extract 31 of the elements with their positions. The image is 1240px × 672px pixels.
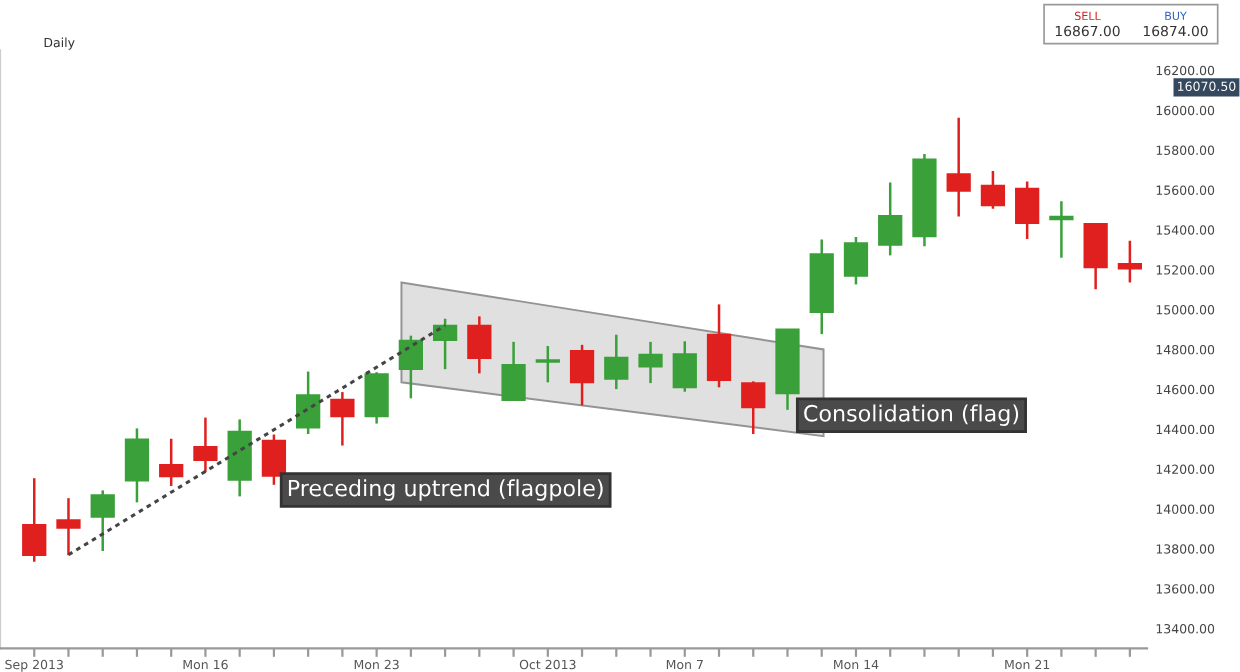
candlestick: [878, 181, 903, 257]
candlestick: [569, 343, 595, 407]
candlestick: [364, 370, 389, 425]
candlestick: [706, 303, 732, 389]
candlestick: [501, 340, 526, 402]
candlestick: [1083, 222, 1108, 291]
candlestick: [604, 333, 629, 391]
candlestick: [398, 334, 423, 400]
candlestick: [22, 476, 47, 564]
candlestick: [296, 370, 321, 436]
candlestick: [946, 116, 971, 218]
candlestick: [432, 317, 458, 371]
candlestick: [159, 437, 184, 488]
candlestick: [90, 489, 115, 553]
candlestick: [672, 340, 697, 393]
candlestick: [638, 340, 663, 385]
candlestick: [535, 344, 560, 384]
candlestick: [261, 433, 287, 487]
candlestick: [1015, 180, 1040, 241]
candlestick: [843, 235, 869, 286]
annotation: Consolidation (flag): [804, 404, 1019, 426]
candlestick: [980, 169, 1006, 210]
candlestick: [56, 496, 81, 557]
annotation: Preceding uptrend (flagpole): [288, 479, 603, 501]
candlestick: [193, 416, 218, 474]
candlestick: [467, 315, 492, 375]
candlestick: [741, 380, 766, 436]
candlestick: [124, 427, 150, 504]
candlestick: [1049, 200, 1074, 259]
candlestick: [1117, 239, 1143, 284]
candlestick: [330, 390, 355, 447]
